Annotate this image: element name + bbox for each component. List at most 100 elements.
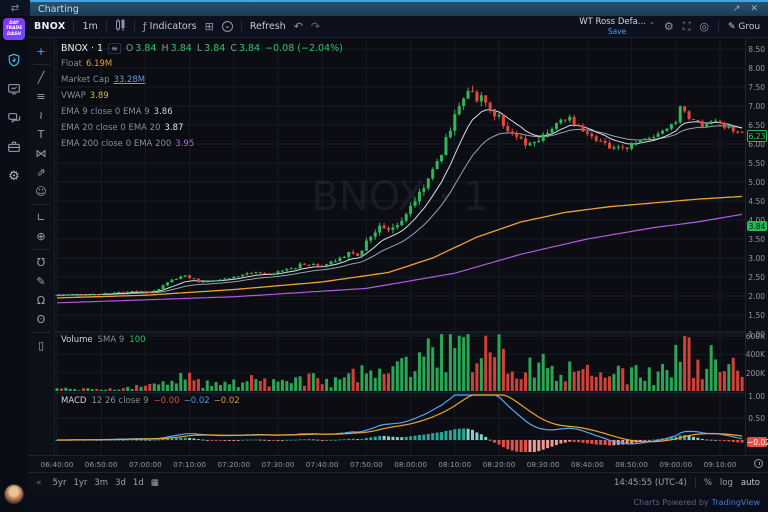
- fib-retracement-icon[interactable]: ≡: [32, 87, 51, 106]
- price-tick: 3.00: [748, 254, 765, 263]
- volume-legend: Volume SMA 9 100: [61, 335, 146, 345]
- time-axis[interactable]: 06:40:0006:50:0007:00:0007:10:0007:20:00…: [28, 455, 768, 472]
- fullscreen-icon[interactable]: ⛶: [683, 20, 691, 34]
- page-title: Charting: [38, 4, 725, 15]
- indicators-button[interactable]: ƒ Indicators: [143, 20, 197, 33]
- brush-icon[interactable]: ≀: [32, 106, 51, 125]
- popout-icon[interactable]: ↗: [731, 4, 743, 14]
- time-label: 07:50:00: [346, 460, 386, 469]
- legend-ohlc: O3.84 H3.84 L3.84 C3.84 −0.08 (−2.04%): [126, 43, 345, 54]
- redo-icon[interactable]: ↷: [311, 20, 320, 33]
- hide-all-icon[interactable]: ʘ: [32, 310, 51, 329]
- legend-symbol[interactable]: BNOX · 1: [61, 43, 103, 54]
- undo-icon[interactable]: ↶: [294, 20, 303, 33]
- price-tick: 8.50: [748, 45, 765, 54]
- swap-panels-icon[interactable]: ⇄: [0, 0, 30, 16]
- snapshot-camera-icon[interactable]: ◎: [699, 20, 709, 33]
- legend-row-ema[interactable]: EMA 9 close 0 EMA 93.86: [61, 104, 345, 120]
- clock-icon[interactable]: [754, 459, 763, 468]
- macd-tick: 0.50: [748, 414, 765, 423]
- volume-tick: 600K: [746, 332, 765, 341]
- range-3m-button[interactable]: 3m: [94, 478, 108, 488]
- lock-all-icon[interactable]: Ω: [32, 291, 51, 310]
- time-label: 08:20:00: [479, 460, 519, 469]
- legend-row-vwap[interactable]: VWAP3.89: [61, 88, 345, 104]
- range-1yr-button[interactable]: 1yr: [73, 478, 87, 488]
- close-icon[interactable]: ✕: [748, 4, 760, 14]
- xabcd-pattern-icon[interactable]: ⋈: [32, 144, 51, 163]
- range-5yr-button[interactable]: 5yr: [53, 478, 67, 488]
- price-tick: 8.00: [748, 64, 765, 73]
- calendar-icon[interactable]: ▦: [151, 478, 159, 488]
- emoji-icon[interactable]: ☺: [32, 182, 51, 201]
- log-scale-button[interactable]: log: [720, 478, 733, 488]
- magnet-icon[interactable]: Ʊ: [32, 253, 51, 272]
- title-bar: ⇄ Charting ↗ ✕: [0, 0, 768, 16]
- chart-settings-gear-icon[interactable]: ⚙: [664, 20, 674, 33]
- macd-legend: MACD 12 26 close 9 −0.00−0.02−0.02: [61, 396, 244, 406]
- price-tick: 6.50: [748, 121, 765, 130]
- interval-button[interactable]: 1m: [82, 21, 97, 32]
- legend-row-ema[interactable]: EMA 20 close 0 EMA 203.87: [61, 120, 345, 136]
- chart-area[interactable]: BNOX · 1 BNOX · 1 ≡ O3.84 H3.84 L3.84 C3…: [55, 38, 745, 455]
- legend-value: 3.86: [154, 107, 173, 117]
- range-1d-button[interactable]: 1d: [133, 478, 144, 488]
- time-label: 07:00:00: [125, 460, 165, 469]
- tradingview-link[interactable]: TradingView: [712, 498, 760, 507]
- layout-grid-icon[interactable]: ⊞: [205, 20, 214, 33]
- briefcase-icon[interactable]: [5, 138, 23, 156]
- time-label: 06:40:00: [37, 460, 77, 469]
- percent-scale-button[interactable]: %: [704, 478, 712, 488]
- day-trade-dash-logo[interactable]: DAY TRADE DASH: [3, 18, 25, 40]
- price-tick: 7.50: [748, 83, 765, 92]
- trend-line-icon[interactable]: ╱: [32, 68, 51, 87]
- volume-value: 100: [129, 335, 145, 345]
- clock-timezone[interactable]: 14:45:55 (UTC-4): [614, 478, 687, 488]
- chat-icon[interactable]: [5, 109, 23, 127]
- app-window: ⇄ Charting ↗ ✕ DAY TRADE DASH: [0, 0, 768, 512]
- long-short-position-icon[interactable]: ⇗: [32, 163, 51, 182]
- remove-objects-icon[interactable]: ▯: [32, 336, 51, 355]
- macd-tick: 1.00: [748, 392, 765, 401]
- chevron-circle-icon[interactable]: ⌄: [222, 21, 233, 32]
- price-axis[interactable]: 8.508.007.507.006.506.005.505.004.504.00…: [745, 38, 768, 455]
- time-label: 08:40:00: [567, 460, 607, 469]
- measure-ruler-icon[interactable]: ∟: [32, 208, 51, 227]
- zoom-in-icon[interactable]: ⊕: [32, 227, 51, 246]
- group-tool-button[interactable]: ✎ Grou: [728, 22, 762, 32]
- settings-gear-icon[interactable]: ⚙: [5, 167, 23, 185]
- symbol-button[interactable]: BNOX: [34, 21, 65, 32]
- tab-charting[interactable]: Charting ↗ ✕: [30, 0, 768, 16]
- bottom-toolbar: « 5yr 1yr 3m 3d 1d ▦ 14:45:55 (UTC-4) % …: [28, 472, 768, 492]
- user-avatar[interactable]: [4, 484, 24, 504]
- legend-row-ema[interactable]: EMA 200 close 0 EMA 2003.95: [61, 136, 345, 152]
- time-label: 07:40:00: [302, 460, 342, 469]
- chevron-down-icon: ⌄: [649, 18, 655, 26]
- candle-style-icon[interactable]: [115, 19, 126, 34]
- legend-menu-icon[interactable]: ≡: [108, 43, 121, 54]
- collapse-drawing-toolbar-icon[interactable]: «: [36, 478, 42, 488]
- price-tick: 4.50: [748, 197, 765, 206]
- layout-selector[interactable]: WT Ross Defa... ⌄ Save: [579, 17, 655, 36]
- time-label: 07:20:00: [214, 460, 254, 469]
- legend-value: 3.87: [164, 123, 183, 133]
- save-layout-link[interactable]: Save: [608, 28, 626, 36]
- time-label: 09:10:00: [700, 460, 740, 469]
- legend-value: 3.95: [175, 139, 194, 149]
- monitor-icon[interactable]: [5, 80, 23, 98]
- chart-footer: Charts Powered by TradingView: [28, 492, 768, 512]
- drawing-mode-icon[interactable]: ✎: [32, 272, 51, 291]
- text-tool-icon[interactable]: T: [32, 125, 51, 144]
- auto-scale-button[interactable]: auto: [741, 478, 760, 488]
- range-3d-button[interactable]: 3d: [115, 478, 126, 488]
- crosshair-icon[interactable]: +: [32, 42, 51, 61]
- profile-shield-icon[interactable]: [5, 51, 23, 69]
- time-label: 07:10:00: [170, 460, 210, 469]
- legend-row-market-cap[interactable]: Market Cap33.28M: [61, 72, 345, 88]
- refresh-button[interactable]: Refresh: [250, 21, 286, 32]
- time-label: 08:50:00: [612, 460, 652, 469]
- price-tick: 3.50: [748, 235, 765, 244]
- legend-value: 3.89: [90, 91, 109, 101]
- time-label: 08:10:00: [435, 460, 475, 469]
- legend-row-float[interactable]: Float6.19M: [61, 56, 345, 72]
